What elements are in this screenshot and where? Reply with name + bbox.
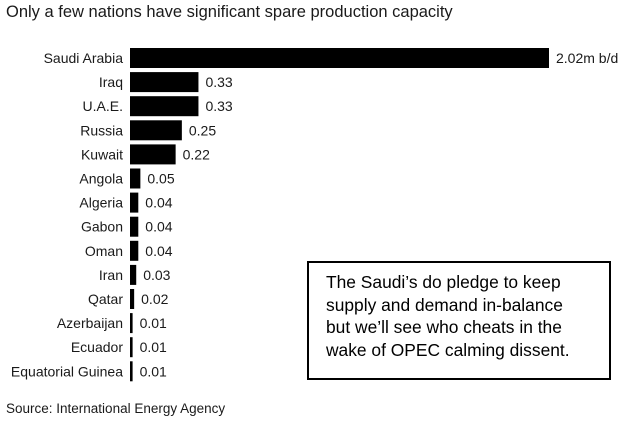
value-label: 0.33 bbox=[205, 74, 232, 90]
value-label: 0.02 bbox=[141, 291, 168, 307]
annotation-line-4: wake of OPEC calming dissent. bbox=[326, 339, 570, 360]
chart-title: Only a few nations have significant spar… bbox=[6, 3, 453, 21]
value-label: 2.02m b/d bbox=[556, 50, 618, 66]
value-label: 0.05 bbox=[147, 171, 174, 187]
value-label: 0.01 bbox=[140, 363, 167, 379]
annotation-box: The Saudi’s do pledge to keep supply and… bbox=[307, 261, 611, 380]
category-label: Russia bbox=[80, 122, 123, 138]
bar bbox=[130, 240, 139, 261]
bar bbox=[130, 72, 199, 93]
bar bbox=[130, 361, 133, 382]
value-label: 0.04 bbox=[145, 219, 172, 235]
value-label: 0.33 bbox=[205, 98, 232, 114]
category-label: Azerbaijan bbox=[57, 315, 123, 331]
category-label: Gabon bbox=[81, 219, 123, 235]
category-label: Angola bbox=[79, 171, 123, 187]
bar bbox=[130, 216, 139, 237]
category-label: Ecuador bbox=[71, 339, 123, 355]
value-label: 0.03 bbox=[143, 267, 170, 283]
category-label: Qatar bbox=[88, 291, 123, 307]
category-label: Saudi Arabia bbox=[44, 50, 124, 66]
source-note: Source: International Energy Agency bbox=[6, 401, 226, 416]
value-label: 0.01 bbox=[140, 315, 167, 331]
bar bbox=[130, 192, 139, 213]
annotation-line-1: The Saudi’s do pledge to keep bbox=[326, 272, 561, 292]
category-label: Iran bbox=[99, 267, 123, 283]
bar bbox=[130, 120, 182, 141]
bar bbox=[130, 289, 135, 309]
category-label: Kuwait bbox=[81, 146, 123, 162]
value-label: 0.04 bbox=[145, 195, 172, 211]
bar bbox=[130, 264, 137, 285]
bar bbox=[130, 168, 141, 189]
bar bbox=[130, 313, 133, 334]
category-label: Iraq bbox=[99, 74, 123, 90]
category-label: Equatorial Guinea bbox=[11, 363, 123, 379]
bar bbox=[130, 48, 549, 68]
annotation-line-3: but we’ll see who cheats in the bbox=[326, 317, 562, 338]
bar bbox=[130, 144, 176, 165]
value-label: 0.04 bbox=[145, 243, 172, 259]
value-label: 0.22 bbox=[183, 146, 210, 162]
value-label: 0.01 bbox=[140, 339, 167, 355]
category-label: U.A.E. bbox=[83, 98, 123, 114]
category-label: Algeria bbox=[79, 195, 123, 211]
value-label: 0.25 bbox=[189, 122, 216, 138]
annotation-line-2: supply and demand in-balance bbox=[326, 294, 563, 315]
bar bbox=[130, 337, 133, 358]
bar bbox=[130, 96, 199, 117]
category-label: Oman bbox=[85, 243, 123, 259]
